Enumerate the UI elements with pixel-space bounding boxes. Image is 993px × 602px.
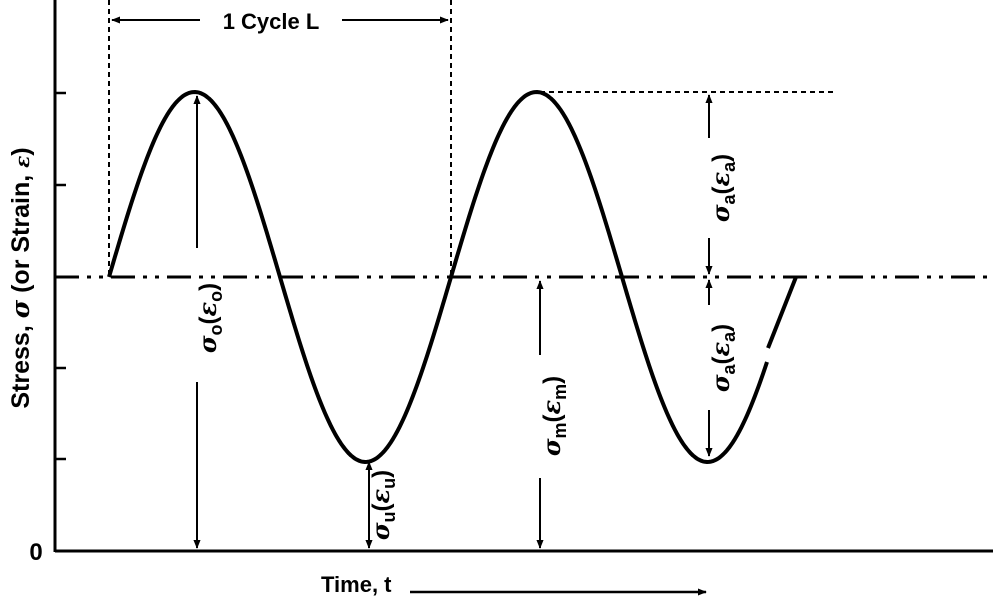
svg-text:σu(εu): σu(εu) xyxy=(366,470,399,540)
cycle-label: 1 Cycle L xyxy=(223,9,320,34)
amplitude-upper-label: σa(εa) xyxy=(706,154,739,222)
amplitude-lower-label: σa(εa) xyxy=(706,324,739,392)
wave-end-rise xyxy=(766,276,798,349)
max-stress-label: σo(εo) xyxy=(193,283,226,353)
svg-text:σa(εa): σa(εa) xyxy=(706,154,739,222)
x-axis-label: Time, t xyxy=(321,572,392,597)
min-stress-label: σu(εu) xyxy=(366,470,399,540)
y-axis-label: Stress, σ (or Strain, ε) xyxy=(6,147,35,408)
stress-wave xyxy=(107,90,769,464)
svg-text:Stress, σ (or Strain, ε): Stress, σ (or Strain, ε) xyxy=(6,147,35,408)
svg-text:σo(εo): σo(εo) xyxy=(193,283,226,353)
svg-text:σa(εa): σa(εa) xyxy=(706,324,739,392)
svg-text:σm(εm): σm(εm) xyxy=(537,376,570,456)
mean-stress-label: σm(εm) xyxy=(537,376,570,456)
zero-label: 0 xyxy=(29,539,42,566)
